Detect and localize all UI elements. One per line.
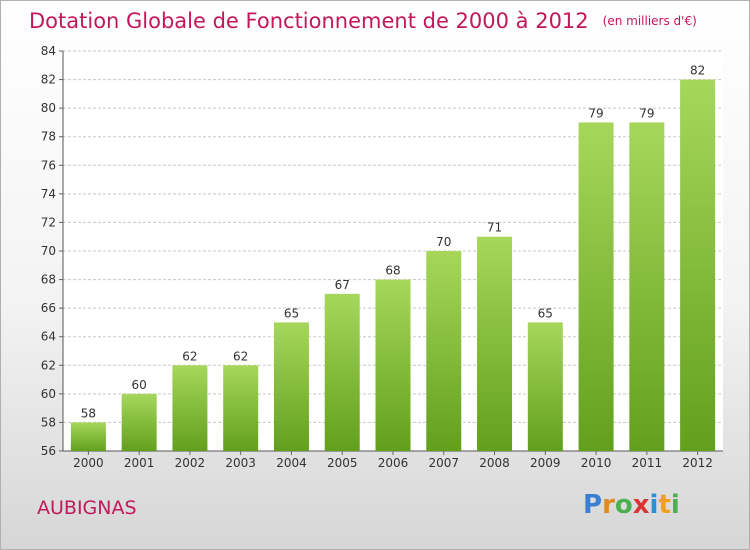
y-tick-label: 80 [41,101,56,115]
bar [324,293,360,451]
y-tick-label: 68 [41,273,56,287]
y-tick-label: 62 [41,358,56,372]
bar [629,122,665,451]
bar [172,365,208,451]
logo-letter: o [614,490,633,520]
y-tick-label: 70 [41,244,56,258]
chart-title: Dotation Globale de Fonctionnement de 20… [29,9,697,33]
bar [426,251,462,451]
logo-letter: i [649,490,659,520]
proxiti-logo: Proxiti [583,490,680,520]
data-label: 82 [690,64,705,78]
place-name: AUBIGNAS [37,497,137,519]
bar [223,365,259,451]
y-tick-label: 60 [41,387,56,401]
x-tick-label: 2003 [225,456,256,470]
bar [527,322,563,451]
x-tick-label: 2007 [428,456,459,470]
data-label: 65 [284,306,299,320]
x-tick-label: 2004 [276,456,307,470]
data-label: 62 [182,349,197,363]
logo-letter: t [658,490,671,520]
bar [578,122,614,451]
data-label: 79 [588,106,603,120]
y-tick-label: 82 [41,73,56,87]
logo-letter: i [670,490,680,520]
x-tick-label: 2011 [632,456,663,470]
data-label: 71 [487,221,502,235]
data-label: 67 [335,278,350,292]
y-tick-label: 64 [41,330,56,344]
y-tick-label: 72 [41,215,56,229]
y-tick-label: 84 [41,44,56,58]
logo-letter: P [583,490,603,520]
x-tick-label: 2000 [73,456,104,470]
y-tick-label: 56 [41,444,56,458]
data-label: 62 [233,349,248,363]
x-tick-label: 2001 [124,456,155,470]
x-tick-label: 2002 [175,456,206,470]
bar [680,79,716,452]
x-tick-label: 2012 [682,456,713,470]
y-tick-label: 76 [41,158,56,172]
y-tick-label: 78 [41,130,56,144]
data-label: 60 [132,378,147,392]
data-label: 65 [538,306,553,320]
logo-letter: r [602,490,615,520]
x-tick-label: 2010 [581,456,612,470]
title-text: Dotation Globale de Fonctionnement de 20… [29,9,589,33]
bar [273,322,309,451]
data-label: 70 [436,235,451,249]
y-tick-label: 74 [41,187,56,201]
bar [121,393,157,451]
data-label: 79 [639,106,654,120]
y-tick-label: 66 [41,301,56,315]
bar [70,422,106,451]
bar [375,279,411,451]
data-label: 58 [81,406,96,420]
y-tick-label: 58 [41,415,56,429]
x-tick-label: 2005 [327,456,358,470]
x-tick-label: 2006 [378,456,409,470]
bar [477,236,513,451]
unit-label: (en milliers d'€) [602,14,697,28]
x-tick-label: 2009 [530,456,561,470]
data-label: 68 [385,264,400,278]
x-tick-label: 2008 [479,456,510,470]
logo-letter: x [632,490,650,520]
